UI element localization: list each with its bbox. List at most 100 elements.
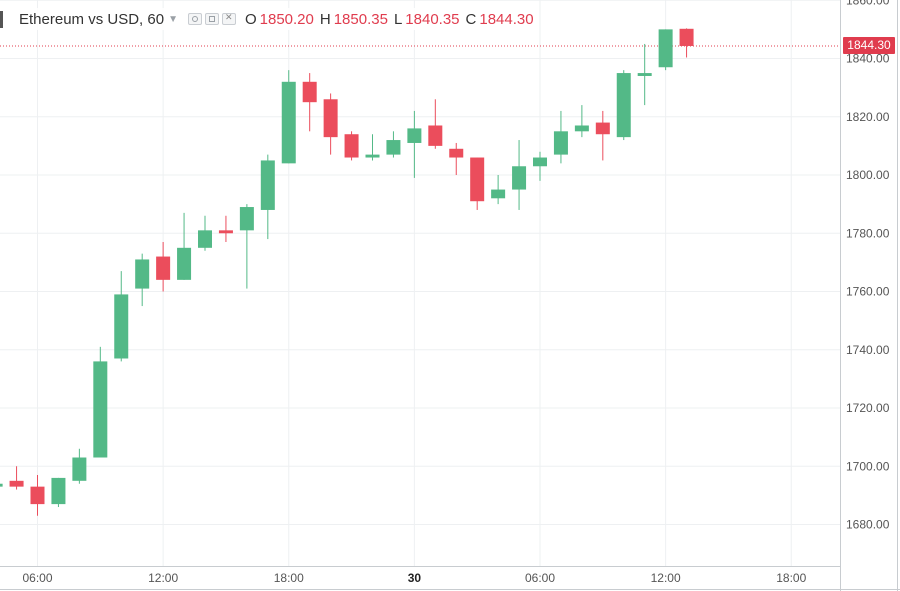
candle-body (637, 73, 652, 76)
high-value: 1850.35 (333, 10, 388, 28)
candle-up (512, 140, 527, 210)
candle-up (177, 212, 192, 280)
candle-down (449, 142, 464, 175)
candle-down (679, 28, 694, 58)
candle-body (72, 457, 87, 481)
candle-body (218, 230, 233, 234)
candle-up (239, 204, 254, 289)
candle-body (135, 259, 150, 289)
candle-body (574, 125, 589, 132)
candle-up (93, 346, 108, 458)
candle-body (30, 486, 45, 505)
candle-up (114, 271, 129, 362)
open-value: 1850.20 (259, 10, 314, 28)
candle-body (177, 247, 192, 280)
candle-body (595, 122, 610, 135)
candle-body (658, 29, 673, 68)
candle-up (533, 151, 547, 181)
candle-body (386, 140, 401, 155)
candle-down (9, 466, 24, 490)
y-tick-label: 1760.00 (846, 285, 890, 299)
candle-body (491, 189, 506, 199)
candle-body (260, 160, 275, 210)
x-tick-label: 18:00 (274, 571, 304, 585)
candle-up (553, 110, 568, 164)
candle-up (198, 215, 212, 251)
candles (0, 28, 694, 516)
y-tick-label: 1720.00 (846, 401, 890, 415)
candle-down (156, 241, 171, 292)
candle-up (637, 43, 652, 106)
low-value: 1840.35 (405, 10, 460, 28)
candle-body (470, 157, 485, 202)
y-tick-label: 1860.00 (846, 0, 890, 7)
candle-down (428, 99, 443, 149)
candle-body (239, 207, 254, 231)
y-tick-label: 1800.00 (846, 168, 890, 182)
candle-down (595, 110, 610, 161)
chevron-down-icon[interactable]: ▼ (168, 13, 178, 25)
candle-body (93, 361, 108, 458)
candle-body (449, 148, 464, 158)
candle-body (323, 99, 338, 138)
candle-down (30, 474, 45, 516)
x-tick-label: 12:00 (148, 571, 178, 585)
candle-down (470, 157, 485, 210)
chart-legend: Ethereum vs USD, 60 ▼ O 1850.20 H 1850.3… (0, 8, 538, 30)
candle-up (135, 253, 150, 307)
candle-body (616, 73, 631, 138)
candle-body (365, 154, 380, 158)
y-tick-label: 1740.00 (846, 343, 890, 357)
candle-body (281, 81, 296, 164)
candle-body (156, 256, 171, 280)
candle-up (407, 110, 422, 178)
candle-up (616, 70, 631, 141)
candle-body (407, 128, 422, 143)
symbol-title[interactable]: Ethereum vs USD, 60 (19, 10, 165, 28)
y-tick-label: 1780.00 (846, 226, 890, 240)
x-tick-label: 06:00 (525, 571, 555, 585)
y-tick-label: 1680.00 (846, 518, 890, 532)
candle-body (0, 483, 3, 487)
grid (0, 0, 840, 566)
candle-body (533, 157, 547, 167)
candle-up (51, 477, 66, 508)
close-icon[interactable] (221, 12, 236, 25)
candle-up (658, 29, 673, 71)
candle-up (260, 154, 275, 240)
settings-icon[interactable] (204, 13, 219, 25)
candle-body (512, 166, 527, 190)
y-tick-label: 1820.00 (846, 110, 890, 124)
candle-up (365, 134, 380, 161)
eye-icon[interactable] (187, 13, 202, 25)
candle-body (9, 480, 24, 487)
candle-up (72, 448, 87, 484)
candle-down (323, 93, 338, 155)
candle-down (302, 73, 317, 132)
candle-body (344, 134, 359, 158)
symbol-icon (0, 10, 11, 28)
candle-up (574, 105, 589, 138)
candle-up (0, 483, 3, 487)
y-tick-label: 1700.00 (846, 459, 890, 473)
x-tick-label: 06:00 (22, 571, 52, 585)
x-tick-label: 12:00 (651, 571, 681, 585)
open-label: O (244, 10, 257, 28)
candle-down (218, 215, 233, 242)
candle-up (386, 131, 401, 158)
candle-down (344, 131, 359, 161)
candle-body (553, 131, 568, 155)
candle-body (114, 294, 129, 359)
candle-body (302, 81, 317, 103)
close-label: C (465, 10, 477, 28)
high-label: H (319, 10, 331, 28)
low-label: L (393, 10, 403, 28)
last-price-tag: 1844.30 (843, 37, 895, 54)
candle-body (679, 28, 694, 46)
close-value: 1844.30 (479, 10, 534, 28)
x-tick-label: 18:00 (776, 571, 806, 585)
candle-up (491, 175, 506, 205)
candle-body (428, 125, 443, 146)
